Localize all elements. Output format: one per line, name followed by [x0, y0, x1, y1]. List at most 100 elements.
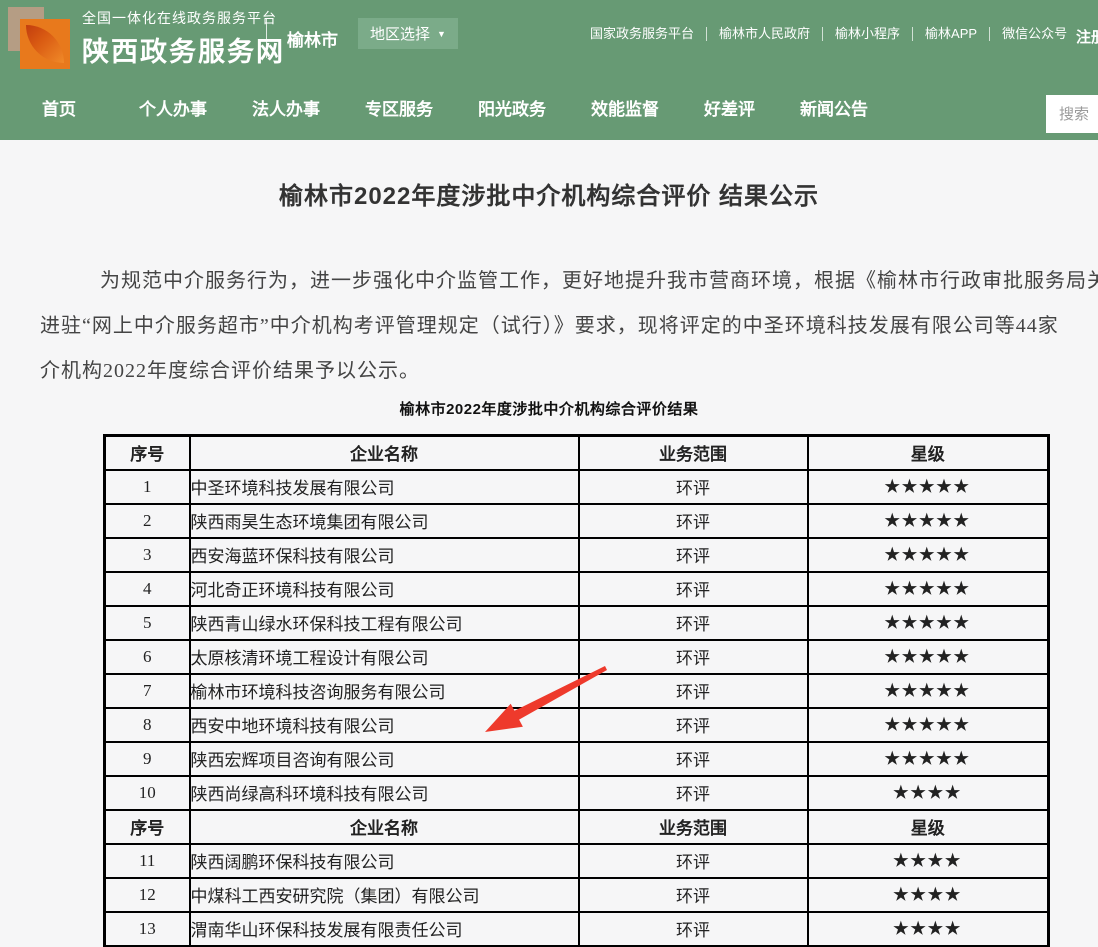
cell-company-name: 渭南华山环保科技发展有限责任公司 — [188, 910, 580, 947]
region-selector-label: 地区选择 — [370, 26, 431, 43]
cell-row-number: 2 — [103, 502, 191, 539]
nav-item-news[interactable]: 新闻公告 — [800, 100, 868, 119]
announcement-paragraph: 为规范中介服务行为，进一步强化中介监管工作，更好地提升我市营商环境，根据《榆林市… — [40, 259, 1098, 394]
cell-company-name: 陕西雨昊生态环境集团有限公司 — [188, 502, 580, 539]
paragraph-line: 进驻“网上中介服务超市”中介机构考评管理规定（试行）》要求，现将评定的中圣环境科… — [40, 315, 1059, 337]
col-header-stars: 星级 — [806, 808, 1050, 845]
cell-company-name: 河北奇正环境科技有限公司 — [188, 570, 580, 607]
col-header-scope: 业务范围 — [577, 808, 809, 845]
paragraph-line: 为规范中介服务行为，进一步强化中介监管工作，更好地提升我市营商环境，根据《榆林市… — [100, 270, 1098, 292]
table-row: 13 渭南华山环保科技发展有限责任公司 环评 ★★★★ — [103, 910, 1050, 947]
paragraph-line: 介机构2022年度综合评价结果予以公示。 — [40, 360, 420, 382]
nav-item-home[interactable]: 首页 — [42, 100, 76, 119]
cell-company-name: 陕西阔鹏环保科技有限公司 — [188, 842, 580, 879]
table-row: 12 中煤科工西安研究院（集团）有限公司 环评 ★★★★ — [103, 876, 1050, 913]
cell-company-name: 榆林市环境科技咨询服务有限公司 — [188, 672, 580, 709]
eval-table: 序号 企业名称 业务范围 星级 1 中圣环境科技发展有限公司 环评 ★★★★★ 2 陕西雨昊生态环… — [103, 434, 1050, 947]
cell-row-number: 5 — [103, 604, 191, 641]
cell-star-rating: ★★★★ — [806, 842, 1050, 879]
logo-leaf-icon — [26, 25, 64, 63]
cell-business-scope: 环评 — [577, 706, 809, 743]
cell-business-scope: 环评 — [577, 570, 809, 607]
region-selector-button[interactable]: 地区选择 ▼ — [358, 18, 458, 49]
cell-business-scope: 环评 — [577, 536, 809, 573]
cell-star-rating: ★★★★★ — [806, 468, 1050, 505]
cell-row-number: 3 — [103, 536, 191, 573]
main-navbar: 首页 个人办事 法人办事 专区服务 阳光政务 效能监督 好差评 新闻公告 — [0, 75, 1098, 140]
cell-star-rating: ★★★★★ — [806, 502, 1050, 539]
cell-star-rating: ★★★★ — [806, 774, 1050, 811]
link-yulin-government[interactable]: 榆林市人民政府 — [707, 27, 824, 41]
nav-item-legal-person[interactable]: 法人办事 — [252, 100, 320, 119]
cell-row-number: 8 — [103, 706, 191, 743]
platform-tagline: 全国一体化在线政务服务平台 — [82, 9, 277, 26]
nav-item-personal[interactable]: 个人办事 — [139, 100, 207, 119]
link-national-platform[interactable]: 国家政务服务平台 — [578, 27, 708, 41]
site-header: 全国一体化在线政务服务平台 陕西政务服务网 榆林市 地区选择 ▼ 国家政务服务平… — [0, 0, 1098, 75]
cell-empty — [188, 944, 580, 947]
eval-table-body: 序号 企业名称 业务范围 星级 1 中圣环境科技发展有限公司 环评 ★★★★★ 2 陕西雨昊生态环… — [103, 434, 1050, 947]
cell-star-rating: ★★★★★ — [806, 672, 1050, 709]
cell-star-rating: ★★★★★ — [806, 536, 1050, 573]
cell-company-name: 太原核清环境工程设计有限公司 — [188, 638, 580, 675]
col-header-no: 序号 — [103, 808, 191, 845]
nav-item-special-services[interactable]: 专区服务 — [365, 100, 433, 119]
cell-row-number: 13 — [103, 910, 191, 947]
cell-business-scope: 环评 — [577, 842, 809, 879]
cell-row-number: 1 — [103, 468, 191, 505]
cell-company-name: 中圣环境科技发展有限公司 — [188, 468, 580, 505]
cell-row-number: 4 — [103, 570, 191, 607]
cell-business-scope: 环评 — [577, 638, 809, 675]
cell-star-rating: ★★★★★ — [806, 604, 1050, 641]
header-links: 国家政务服务平台 榆林市人民政府 榆林小程序 榆林APP 微信公众号 — [578, 27, 1079, 41]
table-row: 3 西安海蓝环保科技有限公司 环评 ★★★★★ — [103, 536, 1050, 573]
cell-star-rating: ★★★★★ — [806, 638, 1050, 675]
table-row: 2 陕西雨昊生态环境集团有限公司 环评 ★★★★★ — [103, 502, 1050, 539]
cell-company-name: 陕西宏辉项目咨询有限公司 — [188, 740, 580, 777]
logo-orange-square — [20, 19, 70, 69]
table-caption: 榆林市2022年度涉批中介机构综合评价结果 — [399, 401, 699, 418]
table-row: 7 榆林市环境科技咨询服务有限公司 环评 ★★★★★ — [103, 672, 1050, 709]
cell-business-scope: 环评 — [577, 502, 809, 539]
cell-star-rating: ★★★★ — [806, 876, 1050, 913]
link-yulin-miniprogram[interactable]: 榆林小程序 — [823, 27, 914, 41]
register-link[interactable]: 注册 — [1076, 29, 1098, 46]
cell-company-name: 中煤科工西安研究院（集团）有限公司 — [188, 876, 580, 913]
table-header-row: 序号 企业名称 业务范围 星级 — [103, 808, 1050, 845]
page-title: 榆林市2022年度涉批中介机构综合评价 结果公示 — [278, 183, 820, 210]
chevron-down-icon: ▼ — [437, 28, 446, 39]
site-title: 陕西政务服务网 — [82, 36, 285, 67]
table-row: 6 太原核清环境工程设计有限公司 环评 ★★★★★ — [103, 638, 1050, 675]
nav-item-open-government[interactable]: 阳光政务 — [478, 100, 546, 119]
cell-row-number: 10 — [103, 774, 191, 811]
table-row: 10 陕西尚绿高科环境科技有限公司 环评 ★★★★ — [103, 774, 1050, 811]
table-row: 8 西安中地环境科技有限公司 环评 ★★★★★ — [103, 706, 1050, 743]
link-yulin-app[interactable]: 榆林APP — [913, 27, 991, 41]
nav-item-efficiency-supervision[interactable]: 效能监督 — [591, 100, 659, 119]
article-content: 榆林市2022年度涉批中介机构综合评价 结果公示 为规范中介服务行为，进一步强化… — [0, 140, 1098, 947]
header-divider — [266, 18, 267, 58]
cell-business-scope: 环评 — [577, 468, 809, 505]
col-header-company: 企业名称 — [188, 434, 580, 471]
nav-item-rating[interactable]: 好差评 — [704, 100, 755, 119]
site-logo-icon — [8, 7, 70, 69]
cell-company-name: 陕西尚绿高科环境科技有限公司 — [188, 774, 580, 811]
cell-row-number: 6 — [103, 638, 191, 675]
cell-empty — [577, 944, 809, 947]
cell-business-scope: 环评 — [577, 774, 809, 811]
col-header-stars: 星级 — [806, 434, 1050, 471]
table-row: 9 陕西宏辉项目咨询有限公司 环评 ★★★★★ — [103, 740, 1050, 777]
col-header-no: 序号 — [103, 434, 191, 471]
cell-business-scope: 环评 — [577, 604, 809, 641]
cell-row-number: 11 — [103, 842, 191, 879]
cell-row-number: 12 — [103, 876, 191, 913]
cell-company-name: 西安中地环境科技有限公司 — [188, 706, 580, 743]
table-header-row: 序号 企业名称 业务范围 星级 — [103, 434, 1050, 471]
cell-star-rating: ★★★★ — [806, 910, 1050, 947]
current-city-label: 榆林市 — [287, 31, 338, 50]
cell-business-scope: 环评 — [577, 740, 809, 777]
cell-company-name: 西安海蓝环保科技有限公司 — [188, 536, 580, 573]
link-wechat-official[interactable]: 微信公众号 — [1002, 26, 1068, 41]
search-input[interactable] — [1046, 95, 1098, 133]
site-brand[interactable]: 全国一体化在线政务服务平台 陕西政务服务网 — [8, 7, 285, 69]
